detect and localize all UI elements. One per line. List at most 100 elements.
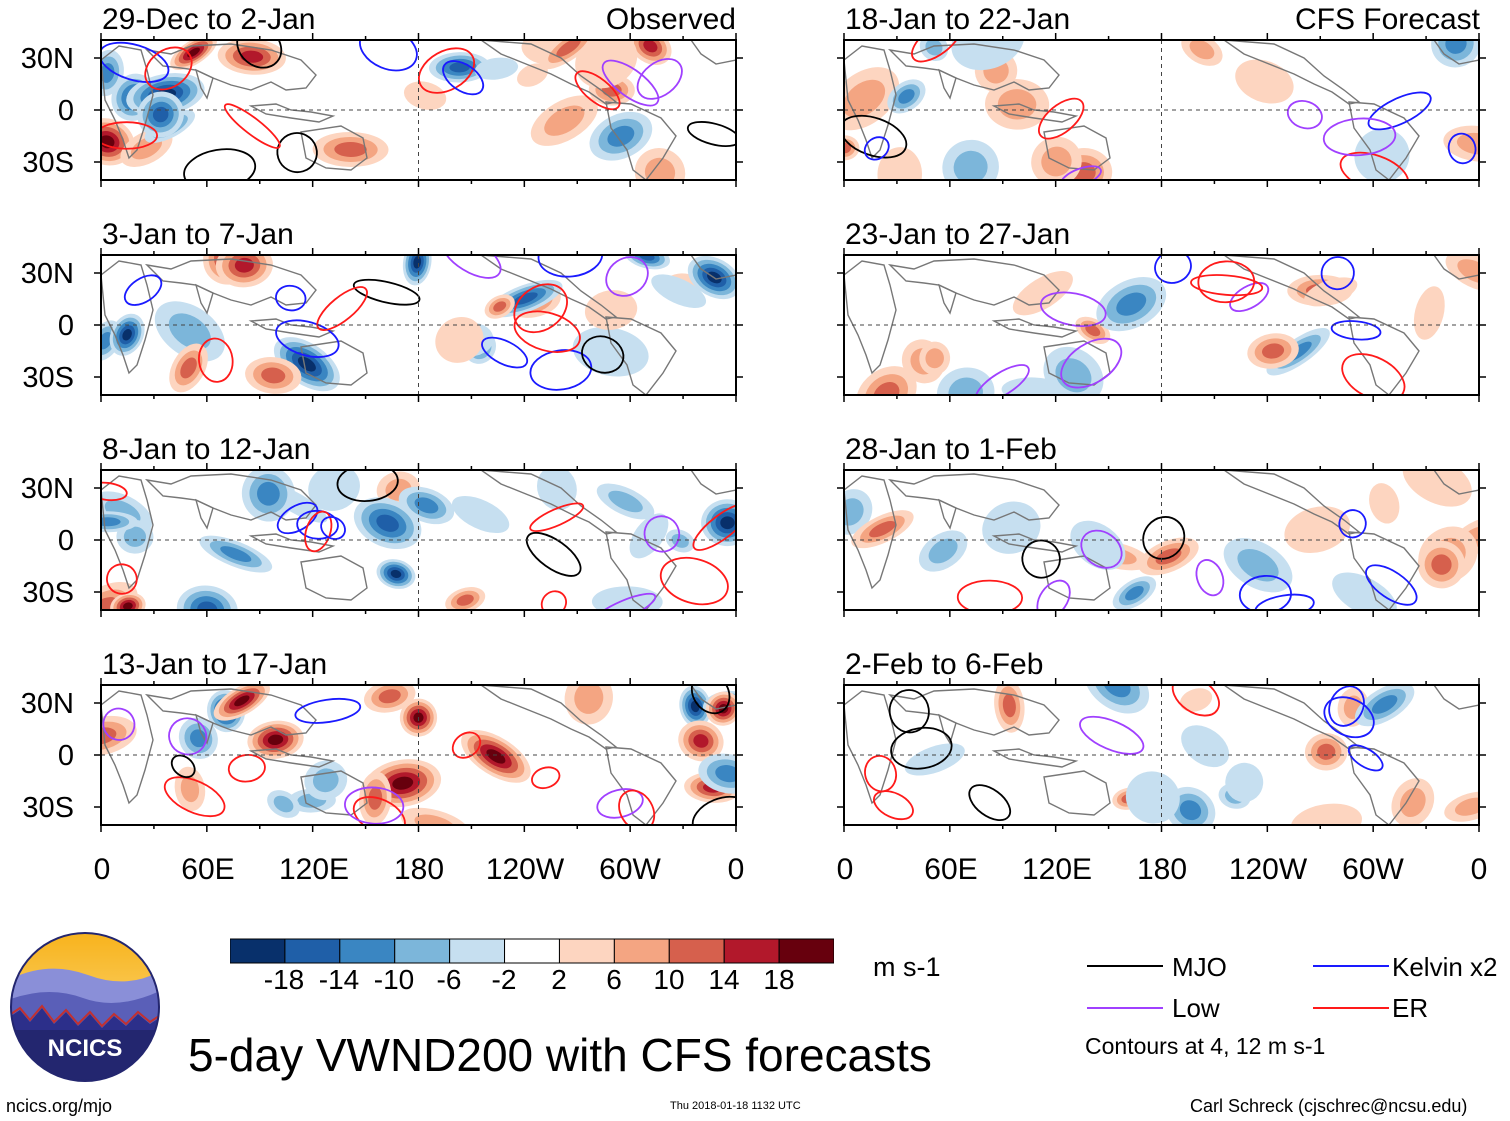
wind-anomaly-blob bbox=[392, 776, 414, 790]
wave-contour bbox=[601, 59, 660, 107]
colorbar-tick: 14 bbox=[708, 964, 740, 995]
wind-anomaly-blob bbox=[556, 40, 581, 57]
coastline bbox=[300, 340, 368, 386]
map-panel bbox=[837, 463, 1486, 617]
coastline bbox=[1043, 555, 1111, 601]
wind-anomaly-blob bbox=[1399, 787, 1426, 818]
legend-mjo-label: MJO bbox=[1172, 952, 1227, 982]
lon-label-left-0: 0 bbox=[93, 853, 111, 886]
wind-anomaly-blob bbox=[584, 290, 638, 330]
lon-label-right-60w: 60W bbox=[1342, 853, 1404, 886]
coastline bbox=[844, 260, 897, 375]
wave-contour bbox=[198, 337, 234, 383]
coastline bbox=[1043, 770, 1111, 816]
wave-contour bbox=[1365, 564, 1418, 606]
lon-label-left-60e: 60E bbox=[181, 853, 235, 886]
coastline bbox=[690, 470, 736, 495]
colorbar-tick: 2 bbox=[551, 964, 567, 995]
legend-kelvin-label: Kelvin x2 bbox=[1392, 952, 1498, 982]
wind-anomaly-blob bbox=[190, 729, 207, 748]
coastline bbox=[1348, 531, 1420, 610]
wave-contour bbox=[581, 335, 625, 374]
wave-contour bbox=[352, 278, 421, 306]
wind-anomaly-blob bbox=[297, 356, 316, 372]
wind-anomaly-blob bbox=[273, 795, 294, 813]
wind-anomaly-blob bbox=[575, 40, 638, 89]
wave-contour bbox=[1154, 255, 1192, 284]
ncics-logo: NCICS bbox=[10, 932, 160, 1082]
panel-title-right-3: 28-Jan to 1-Feb bbox=[845, 433, 1057, 466]
coastline bbox=[248, 103, 336, 123]
colorbar-swatch bbox=[668, 938, 725, 964]
coastline bbox=[1433, 40, 1479, 65]
main-title: 5-day VWND200 with CFS forecasts bbox=[188, 1029, 932, 1081]
wind-anomaly-blob bbox=[1237, 548, 1279, 582]
wind-anomaly-blob bbox=[101, 63, 115, 83]
lon-label-left-120e: 120E bbox=[278, 853, 350, 886]
colorbar-tick: -14 bbox=[318, 964, 360, 995]
wind-anomaly-blob bbox=[1454, 797, 1479, 816]
map-panel bbox=[94, 463, 743, 617]
wind-anomaly-blob bbox=[390, 569, 402, 579]
panel-title-left-2: 3-Jan to 7-Jan bbox=[102, 218, 294, 251]
wave-contour bbox=[590, 592, 657, 610]
lat-label-30s: 30S bbox=[22, 362, 74, 394]
wind-anomaly-blob bbox=[877, 147, 923, 180]
colorbar-swatch bbox=[723, 938, 780, 964]
wave-contour bbox=[170, 754, 196, 779]
wind-anomaly-blob bbox=[474, 57, 519, 80]
coastline bbox=[937, 283, 957, 315]
wave-contour bbox=[1229, 282, 1270, 313]
footer-url[interactable]: ncics.org/mjo bbox=[6, 1096, 113, 1116]
wind-anomaly-blob bbox=[123, 602, 133, 610]
wind-anomaly-blob bbox=[486, 749, 506, 764]
wave-contour bbox=[442, 60, 485, 96]
wave-contour bbox=[168, 717, 208, 756]
coastline bbox=[144, 688, 317, 736]
wave-contour bbox=[296, 509, 339, 540]
wave-contour bbox=[525, 531, 582, 577]
wind-anomaly-blob bbox=[261, 367, 286, 384]
wave-contour bbox=[618, 789, 656, 825]
wind-anomaly-blob bbox=[873, 382, 900, 395]
coastline bbox=[101, 690, 154, 805]
wind-anomaly-blob bbox=[982, 501, 1041, 554]
wave-contour bbox=[1320, 256, 1355, 291]
wave-contour bbox=[513, 310, 581, 353]
wave-contour bbox=[691, 795, 736, 825]
coastline bbox=[194, 68, 214, 100]
wind-anomaly-blob bbox=[1445, 40, 1467, 54]
wind-anomaly-blob bbox=[925, 40, 943, 56]
wave-contour bbox=[529, 349, 593, 391]
coastline bbox=[1043, 125, 1111, 171]
lon-label-right-0: 0 bbox=[836, 853, 854, 886]
wave-contour bbox=[1323, 696, 1375, 739]
coastline bbox=[300, 770, 368, 816]
wave-contour bbox=[1021, 539, 1061, 579]
wind-anomaly-blob bbox=[693, 734, 709, 748]
wind-anomaly-blob bbox=[1284, 506, 1351, 554]
colorbar-swatch bbox=[230, 938, 286, 964]
wind-anomaly-blob bbox=[928, 538, 958, 564]
wind-anomaly-blob bbox=[1116, 292, 1147, 316]
wave-contour bbox=[863, 136, 890, 161]
wave-contour bbox=[101, 481, 128, 502]
wind-anomaly-blob bbox=[1304, 277, 1358, 307]
wind-anomaly-blob bbox=[869, 521, 896, 538]
colorbar-tick: 18 bbox=[763, 964, 795, 995]
wave-contour bbox=[844, 114, 908, 159]
wind-anomaly-blob bbox=[629, 513, 669, 559]
wave-contour bbox=[236, 40, 283, 69]
lat-label-30n: 30N bbox=[20, 43, 74, 75]
wave-contour bbox=[294, 697, 362, 724]
coastline bbox=[844, 475, 897, 590]
map-panel bbox=[837, 678, 1486, 832]
wind-anomaly-blob bbox=[1125, 771, 1180, 824]
wind-anomaly-blob bbox=[844, 79, 886, 118]
wave-contour bbox=[1367, 91, 1432, 131]
wind-anomaly-blob bbox=[376, 514, 399, 532]
wind-anomaly-blob bbox=[413, 255, 422, 269]
panel-title-left-4: 13-Jan to 17-Jan bbox=[102, 648, 328, 681]
wave-contour bbox=[890, 726, 953, 770]
wave-contour bbox=[956, 579, 1024, 610]
